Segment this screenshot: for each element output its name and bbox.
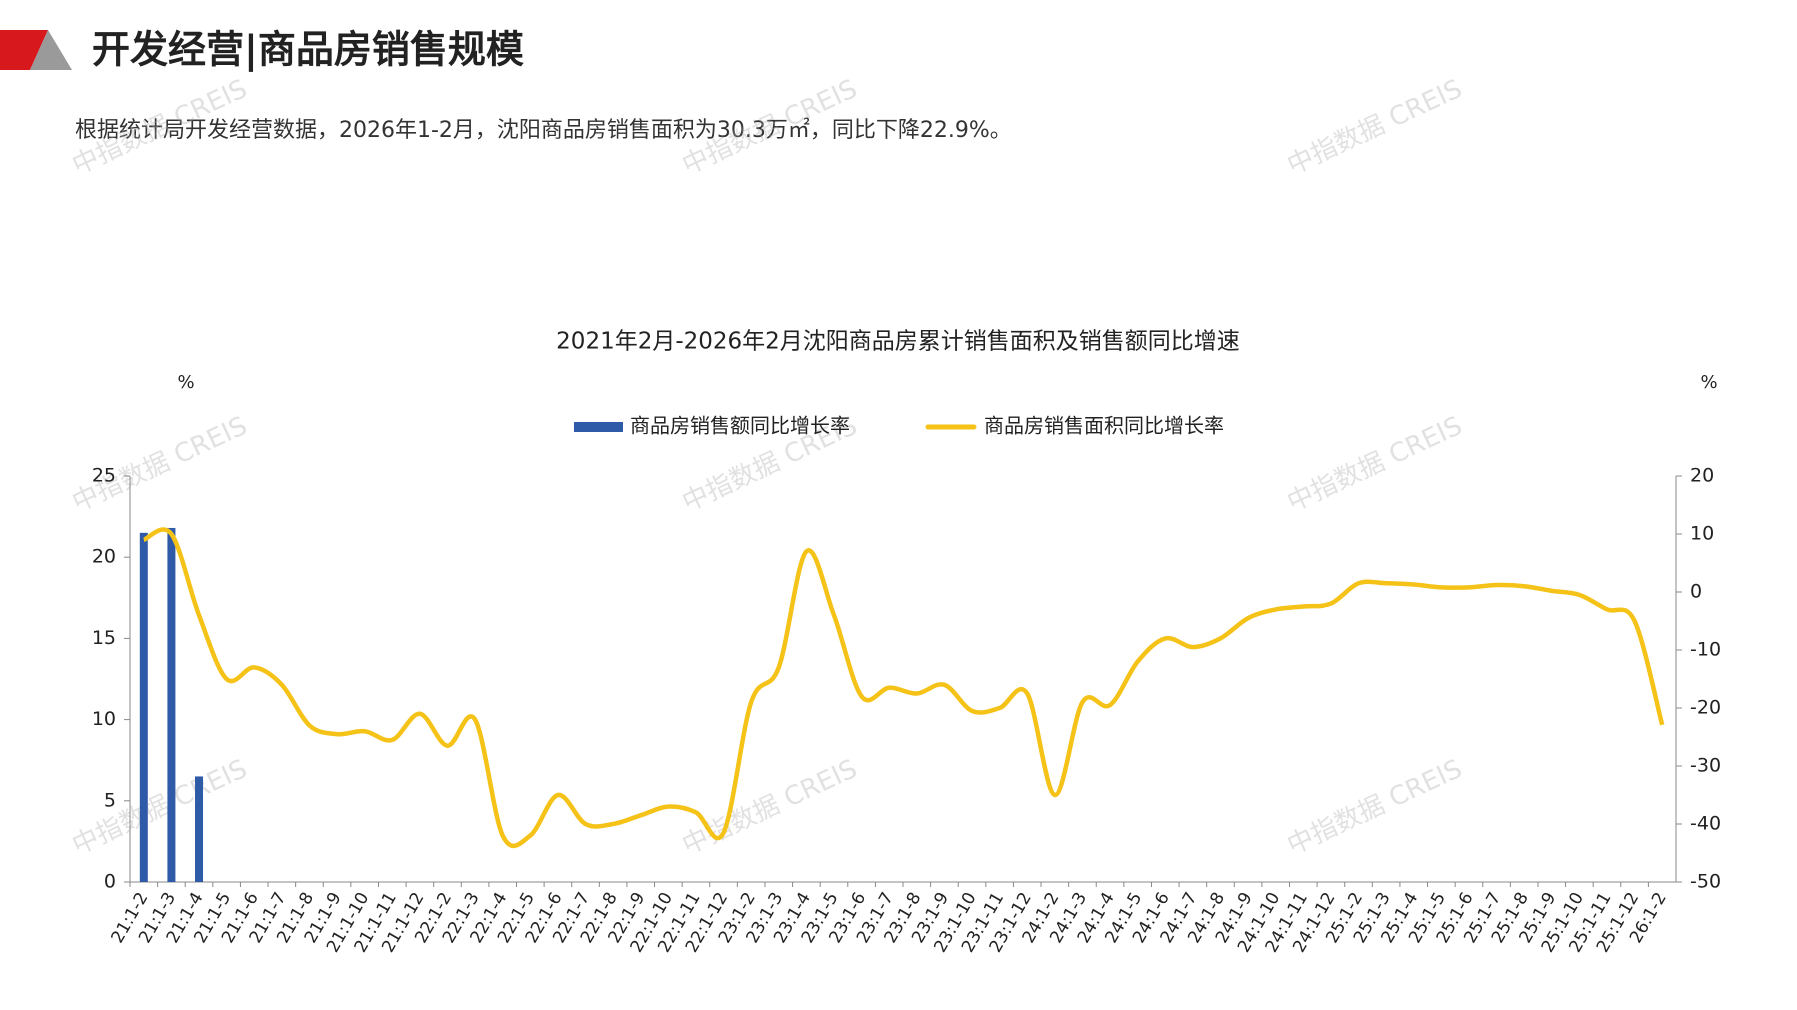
y-tick-label: 15	[92, 627, 116, 649]
line	[142, 527, 1665, 849]
page-title: 开发经营|商品房销售规模	[92, 28, 524, 73]
y-tick-label: 0	[104, 871, 116, 893]
y2-tick-label: -10	[1690, 639, 1721, 661]
y2-tick-label: -20	[1690, 697, 1721, 719]
bar	[167, 527, 176, 882]
y2-tick-label: 0	[1690, 581, 1702, 603]
y2-tick-label: -40	[1690, 813, 1721, 835]
logo-red	[0, 30, 48, 70]
legend-swatch	[574, 422, 623, 432]
watermark: 中指数据 CREIS	[68, 754, 252, 861]
watermark: 中指数据 CREIS	[678, 754, 862, 861]
watermark: 中指数据 CREIS	[1283, 74, 1467, 181]
watermark: 中指数据 CREIS	[1283, 754, 1467, 861]
logo-gray	[30, 30, 72, 70]
y-tick-label: 5	[104, 789, 116, 811]
legend-label: 商品房销售额同比增长率	[630, 414, 850, 438]
y2-tick-label: 20	[1690, 465, 1714, 487]
y-unit: %	[177, 372, 194, 393]
y-tick-label: 25	[92, 465, 116, 487]
summary: 根据统计局开发经营数据，2026年1-2月，沈阳商品房销售面积为30.3万㎡，同…	[75, 117, 1012, 143]
y2-unit: %	[1700, 372, 1717, 393]
chart-title: 2021年2月-2026年2月沈阳商品房累计销售面积及销售额同比增速	[556, 329, 1240, 355]
bar	[139, 532, 148, 882]
y2-tick-label: -50	[1690, 871, 1721, 893]
watermark: 中指数据 CREIS	[1283, 411, 1467, 518]
y2-tick-label: 10	[1690, 523, 1714, 545]
y-tick-label: 20	[92, 546, 116, 568]
y2-tick-label: -30	[1690, 755, 1721, 777]
legend-label: 商品房销售面积同比增长率	[984, 414, 1224, 438]
y-tick-label: 10	[92, 708, 116, 730]
bar	[195, 776, 204, 882]
